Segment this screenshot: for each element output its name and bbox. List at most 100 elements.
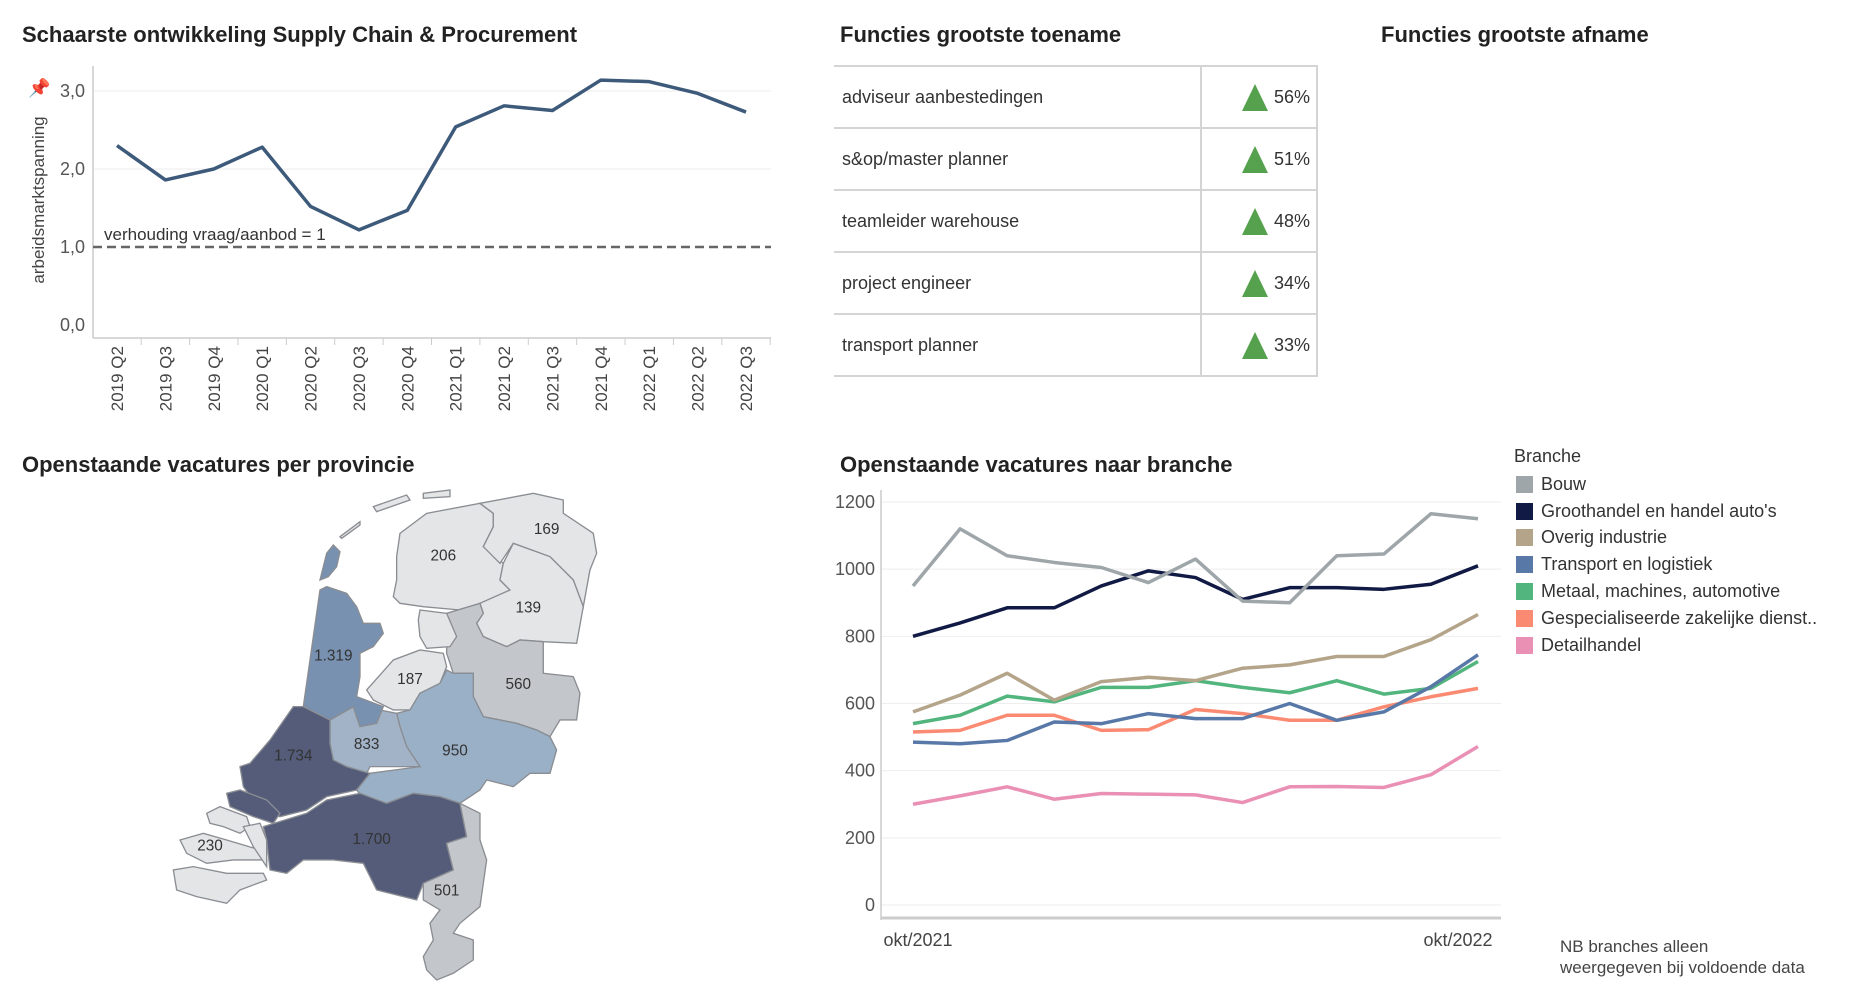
scarcity-line-chart: 📌 arbeidsmarktspanning 0,0 1,0 2,0 3,0 verho… bbox=[28, 66, 771, 411]
x-tick-label: okt/2021 bbox=[883, 930, 952, 950]
legend-title: Branche bbox=[1514, 446, 1582, 466]
map-label-flevoland: 187 bbox=[397, 671, 423, 688]
increase-value: 51% bbox=[1273, 148, 1310, 169]
reference-line-label: verhouding vraag/aanbod = 1 bbox=[104, 225, 326, 244]
x-tick-label: 2022 Q3 bbox=[737, 346, 756, 411]
map-label-groningen: 169 bbox=[534, 521, 560, 538]
pin-icon[interactable]: 📌 bbox=[28, 77, 50, 98]
province-zeeland[interactable] bbox=[242, 822, 268, 869]
map-label-friesland: 206 bbox=[431, 548, 457, 565]
up-triangle-icon bbox=[1241, 269, 1268, 297]
increase-value-cell: 56% bbox=[1202, 67, 1318, 127]
x-tick-label: 2022 Q2 bbox=[689, 346, 708, 411]
legend-item[interactable]: Transport en logistiek bbox=[1514, 551, 1817, 578]
series-line-gespecialiseerde-zakelijke-dienst-[interactable] bbox=[912, 686, 1479, 734]
y-axis-label: arbeidsmarktspanning bbox=[29, 116, 48, 283]
wadden-island bbox=[338, 520, 361, 540]
note-line-2: weergegeven bij voldoende data bbox=[1560, 958, 1805, 977]
legend-label: Metaal, machines, automotive bbox=[1541, 581, 1781, 602]
increase-value: 56% bbox=[1273, 86, 1310, 107]
map-label-drenthe: 139 bbox=[516, 599, 542, 616]
increase-table-title: Functies grootste toename bbox=[840, 22, 1122, 47]
y-tick-label: 400 bbox=[845, 761, 875, 781]
increase-value-cell: 48% bbox=[1202, 191, 1318, 251]
function-name: s&op/master planner bbox=[834, 129, 1202, 189]
map-label-utrecht: 833 bbox=[354, 736, 380, 753]
map-label-noord-brabant: 1.700 bbox=[352, 831, 390, 848]
legend-item[interactable]: Metaal, machines, automotive bbox=[1514, 578, 1817, 605]
increase-value: 34% bbox=[1273, 272, 1310, 293]
table-row: project engineer 34% bbox=[834, 253, 1318, 315]
x-tick-label: 2019 Q2 bbox=[108, 346, 127, 411]
map-title: Openstaande vacatures per provincie bbox=[22, 452, 415, 477]
legend-label: Gespecialiseerde zakelijke dienst.. bbox=[1541, 607, 1818, 628]
series-line-transport-en-logistiek[interactable] bbox=[912, 653, 1479, 746]
scarcity-chart-title: Schaarste ontwikkeling Supply Chain & Pr… bbox=[22, 22, 578, 47]
up-triangle-icon bbox=[1241, 331, 1268, 359]
province-flevoland-noordoostpolder[interactable] bbox=[417, 609, 458, 650]
up-triangle-icon bbox=[1241, 207, 1268, 235]
legend-item[interactable]: Groothandel en handel auto's bbox=[1514, 498, 1817, 525]
wadden-island bbox=[422, 489, 451, 500]
series-line-metaal-machines-automotive[interactable] bbox=[912, 660, 1479, 726]
legend-swatch bbox=[1516, 609, 1533, 627]
wadden-island bbox=[372, 494, 412, 513]
province-zeeland[interactable] bbox=[172, 865, 268, 905]
data-note: NB branches alleen weergegeven bij voldo… bbox=[1560, 936, 1805, 978]
netherlands-map: 206 169 139 1.319 187 560 833 950 1.734 … bbox=[172, 489, 598, 981]
increase-value-cell: 34% bbox=[1202, 253, 1318, 313]
function-name: adviseur aanbestedingen bbox=[834, 67, 1202, 127]
legend-swatch bbox=[1516, 475, 1533, 493]
increase-table: adviseur aanbestedingen 56% s&op/master p… bbox=[834, 65, 1318, 377]
province-zuid-holland-island[interactable] bbox=[225, 789, 281, 825]
legend-label: Overig industrie bbox=[1541, 527, 1668, 548]
x-tick-label: okt/2022 bbox=[1423, 930, 1492, 950]
table-row: transport planner 33% bbox=[834, 315, 1318, 377]
scarcity-series-line bbox=[115, 78, 747, 232]
x-tick-label: 2020 Q4 bbox=[398, 346, 417, 411]
x-tick-label: 2020 Q2 bbox=[302, 346, 321, 411]
branche-chart-title: Openstaande vacatures naar branche bbox=[840, 452, 1233, 477]
x-tick-label: 2022 Q1 bbox=[640, 346, 659, 411]
map-label-limburg: 501 bbox=[434, 883, 460, 900]
legend-label: Groothandel en handel auto's bbox=[1541, 500, 1777, 521]
x-tick-label: 2021 Q4 bbox=[592, 346, 611, 411]
increase-value: 33% bbox=[1273, 334, 1310, 355]
y-tick-label: 0,0 bbox=[60, 315, 85, 335]
series-line-bouw[interactable] bbox=[911, 512, 1479, 605]
table-row: s&op/master planner 51% bbox=[834, 129, 1318, 191]
up-triangle-icon bbox=[1241, 83, 1268, 111]
map-label-gelderland: 950 bbox=[442, 743, 468, 760]
legend-item[interactable]: Detailhandel bbox=[1514, 632, 1817, 659]
legend-label: Transport en logistiek bbox=[1541, 554, 1713, 575]
legend-item[interactable]: Bouw bbox=[1514, 471, 1817, 498]
series-line-detailhandel[interactable] bbox=[912, 744, 1479, 806]
function-name: transport planner bbox=[834, 315, 1202, 375]
up-triangle-icon bbox=[1241, 145, 1268, 173]
series-line-groothandel-en-handel-auto-s[interactable] bbox=[912, 564, 1479, 639]
decrease-table-title: Functies grootste afname bbox=[1381, 22, 1649, 47]
y-tick-label: 1,0 bbox=[60, 237, 85, 257]
function-name: teamleider warehouse bbox=[834, 191, 1202, 251]
legend-item[interactable]: Gespecialiseerde zakelijke dienst.. bbox=[1514, 605, 1817, 632]
legend-swatch bbox=[1516, 636, 1533, 654]
legend-swatch bbox=[1516, 583, 1533, 601]
x-tick-label: 2019 Q4 bbox=[205, 346, 224, 411]
y-tick-label: 200 bbox=[845, 828, 875, 848]
province-noord-holland-texel[interactable] bbox=[319, 543, 341, 582]
legend-item[interactable]: Overig industrie bbox=[1514, 525, 1817, 552]
y-tick-label: 1000 bbox=[835, 559, 875, 579]
province-limburg[interactable] bbox=[422, 802, 488, 981]
x-tick-label: 2021 Q1 bbox=[447, 346, 466, 411]
legend-swatch bbox=[1516, 529, 1533, 547]
legend-swatch bbox=[1516, 556, 1533, 574]
series-line-overig-industrie[interactable] bbox=[912, 612, 1479, 714]
y-tick-label: 800 bbox=[845, 626, 875, 646]
y-tick-label: 3,0 bbox=[60, 81, 85, 101]
legend-label: Bouw bbox=[1541, 473, 1587, 494]
y-tick-label: 2,0 bbox=[60, 159, 85, 179]
map-label-overijssel: 560 bbox=[506, 676, 532, 693]
province-noord-holland[interactable] bbox=[302, 585, 385, 728]
note-line-1: NB branches alleen bbox=[1560, 937, 1709, 956]
